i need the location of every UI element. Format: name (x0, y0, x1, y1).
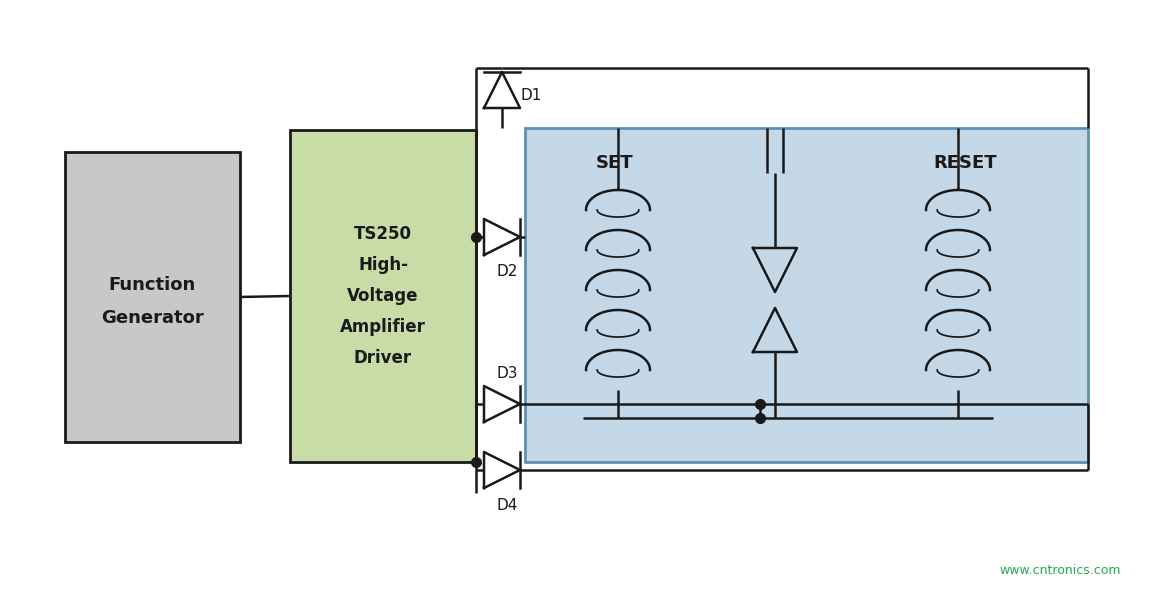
Text: RESET: RESET (933, 154, 997, 172)
Polygon shape (753, 248, 797, 292)
Polygon shape (484, 452, 520, 488)
Text: D1: D1 (520, 88, 541, 103)
FancyBboxPatch shape (65, 152, 240, 442)
Polygon shape (484, 219, 520, 255)
Text: Voltage: Voltage (347, 287, 419, 305)
Polygon shape (484, 72, 520, 108)
Text: D4: D4 (497, 498, 518, 513)
Text: TS250: TS250 (354, 225, 411, 243)
Text: Generator: Generator (102, 309, 203, 327)
Text: D2: D2 (497, 265, 518, 280)
Text: Driver: Driver (354, 349, 411, 367)
Polygon shape (484, 386, 520, 422)
FancyBboxPatch shape (525, 128, 1088, 462)
Text: www.cntronics.com: www.cntronics.com (999, 563, 1121, 576)
FancyBboxPatch shape (290, 130, 476, 462)
Text: High-: High- (358, 256, 408, 274)
Polygon shape (753, 308, 797, 352)
Text: Function: Function (109, 276, 196, 294)
Text: SET: SET (596, 154, 634, 172)
Text: D3: D3 (497, 367, 518, 381)
Text: Amplifier: Amplifier (340, 318, 426, 336)
